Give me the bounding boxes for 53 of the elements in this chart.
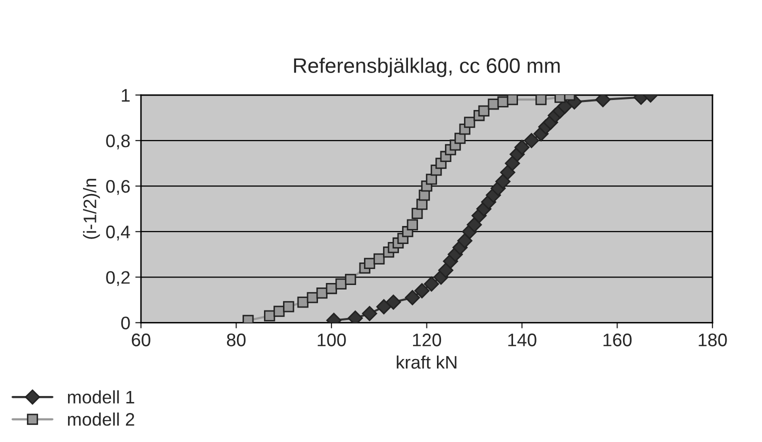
point <box>406 219 418 230</box>
point <box>454 132 466 144</box>
y-tick-label: 0,2 <box>106 271 130 286</box>
x-tick-label: 100 <box>318 334 346 346</box>
point <box>362 306 378 322</box>
point <box>386 294 401 310</box>
point <box>412 208 423 219</box>
y-tick-label: 0 <box>121 316 130 330</box>
point <box>364 258 376 270</box>
point <box>506 95 518 106</box>
point <box>495 174 510 190</box>
point <box>500 164 516 180</box>
x-tick-label: 80 <box>226 334 246 346</box>
x-tick-label: 160 <box>604 334 632 346</box>
point <box>524 132 540 148</box>
point <box>404 290 420 306</box>
point <box>416 198 428 210</box>
point <box>514 140 530 155</box>
chart-title: Referensbjälklag, cc 600 mm <box>294 58 560 78</box>
point <box>414 283 430 298</box>
y-tick-label: 0,4 <box>106 226 130 240</box>
point <box>426 174 438 185</box>
y-tick-label: 0,6 <box>106 180 130 195</box>
point <box>535 95 547 106</box>
point <box>374 253 385 264</box>
x-tick-label: 180 <box>698 334 727 346</box>
point <box>438 262 454 278</box>
y-tick-label: 0,8 <box>106 134 130 150</box>
point <box>464 116 476 128</box>
point <box>274 306 285 317</box>
x-tick-label: 60 <box>132 334 150 346</box>
point <box>466 217 482 232</box>
y-tick-label: 1 <box>122 89 130 102</box>
point <box>344 274 356 285</box>
point <box>297 296 308 308</box>
point <box>478 105 490 117</box>
x-axis-title: kraft kN <box>396 355 456 369</box>
point <box>306 292 318 304</box>
point <box>316 288 328 299</box>
legend-label: modell 2 <box>68 412 134 426</box>
point <box>335 278 347 290</box>
point <box>457 233 472 248</box>
point <box>424 276 440 292</box>
point <box>376 299 392 314</box>
point <box>264 310 276 322</box>
point <box>326 282 338 294</box>
point <box>504 156 520 171</box>
point <box>348 310 363 323</box>
y-axis-title: (i-1/2)/n <box>83 178 100 239</box>
point <box>283 301 294 312</box>
legend-label: modell 1 <box>68 390 134 404</box>
x-tick-label: 120 <box>413 334 442 346</box>
x-tick-label: 140 <box>508 334 536 346</box>
